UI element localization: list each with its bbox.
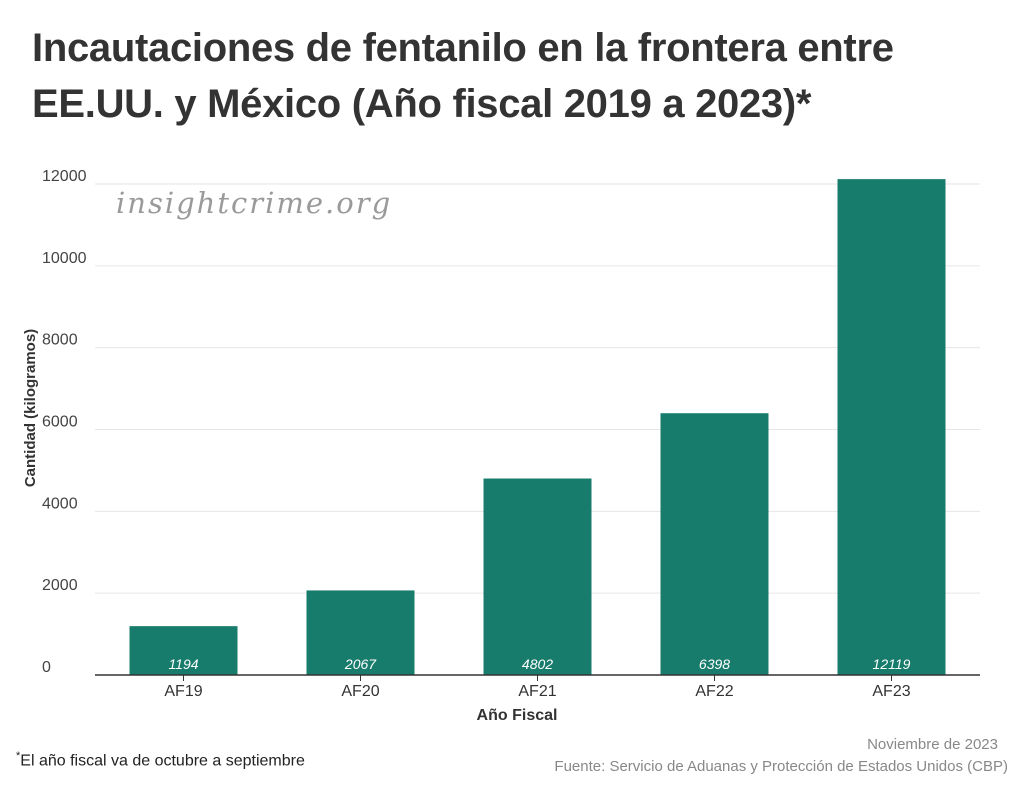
bar-value-label: 1194	[168, 656, 198, 672]
x-tick-label: AF20	[341, 683, 379, 700]
footnote-text: El año fiscal va de octubre a septiembre	[20, 752, 305, 770]
footnote-mark: *	[16, 750, 21, 762]
chart-title: Incautaciones de fentanilo en la fronter…	[32, 26, 894, 126]
x-tick-label: AF22	[695, 683, 733, 700]
bar-af23	[837, 179, 946, 675]
y-tick-label: 2000	[42, 577, 78, 594]
x-tick-label: AF21	[518, 683, 556, 700]
y-tick-label: 0	[42, 659, 51, 676]
y-tick-label: 4000	[42, 495, 78, 512]
footnote: *El año fiscal va de octubre a septiembr…	[16, 750, 305, 770]
bars: 1194 2067 4802 6398 12119	[129, 179, 946, 675]
source-credit: Fuente: Servicio de Aduanas y Protección…	[554, 758, 1008, 775]
y-axis-ticks: 0 2000 4000 6000 8000 10000 12000	[42, 168, 87, 676]
y-tick-label: 8000	[42, 332, 78, 349]
x-tick-label: AF23	[872, 683, 910, 700]
y-tick-label: 6000	[42, 414, 78, 431]
x-axis-ticks: AF19 AF20 AF21 AF22 AF23	[164, 675, 911, 700]
watermark-text: insightcrime.org	[116, 186, 392, 220]
y-tick-label: 12000	[42, 168, 87, 185]
bar-af22	[660, 413, 769, 675]
y-tick-label: 10000	[42, 250, 87, 267]
publication-date: Noviembre de 2023	[867, 736, 998, 753]
bar-value-label: 6398	[699, 656, 730, 672]
x-axis-label: Año Fiscal	[477, 707, 558, 724]
bar-af19	[129, 626, 238, 675]
bar-af20	[306, 590, 415, 675]
bar-value-label: 12119	[873, 656, 911, 672]
x-tick-label: AF19	[164, 683, 202, 700]
bar-af21	[483, 478, 592, 675]
bar-value-label: 4802	[522, 656, 553, 672]
y-axis-label: Cantidad (kilogramos)	[22, 329, 39, 487]
bar-value-label: 2067	[344, 656, 377, 672]
